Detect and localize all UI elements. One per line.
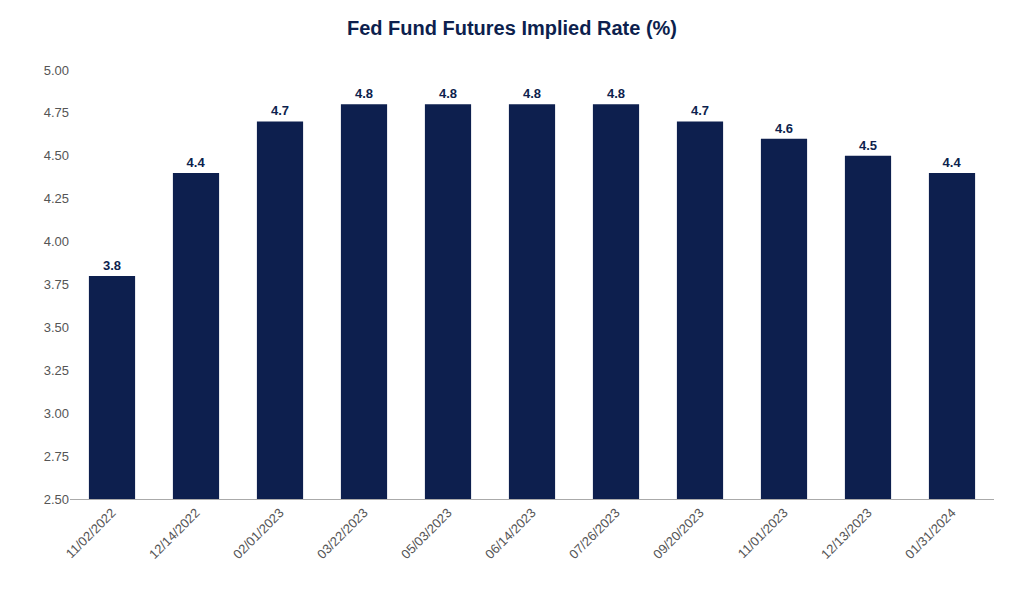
svg-text:12/14/2022: 12/14/2022 bbox=[146, 505, 203, 562]
svg-text:01/31/2024: 01/31/2024 bbox=[902, 505, 959, 562]
svg-text:06/14/2023: 06/14/2023 bbox=[482, 505, 539, 562]
svg-text:3.50: 3.50 bbox=[44, 320, 69, 335]
svg-text:05/03/2023: 05/03/2023 bbox=[398, 505, 455, 562]
svg-text:2.75: 2.75 bbox=[44, 449, 69, 464]
svg-text:4.5: 4.5 bbox=[859, 138, 877, 153]
svg-text:4.25: 4.25 bbox=[44, 191, 69, 206]
svg-text:02/01/2023: 02/01/2023 bbox=[230, 505, 287, 562]
svg-text:11/02/2022: 11/02/2022 bbox=[63, 505, 119, 561]
svg-text:4.7: 4.7 bbox=[271, 103, 289, 118]
svg-text:03/22/2023: 03/22/2023 bbox=[314, 505, 371, 562]
svg-text:4.4: 4.4 bbox=[943, 155, 962, 170]
svg-text:2.50: 2.50 bbox=[44, 492, 69, 507]
svg-text:4.6: 4.6 bbox=[775, 121, 793, 136]
svg-text:4.7: 4.7 bbox=[691, 103, 709, 118]
svg-text:4.00: 4.00 bbox=[44, 234, 69, 249]
svg-text:4.50: 4.50 bbox=[44, 148, 69, 163]
svg-text:09/20/2023: 09/20/2023 bbox=[650, 505, 707, 562]
svg-text:07/26/2023: 07/26/2023 bbox=[566, 505, 623, 562]
svg-text:4.8: 4.8 bbox=[523, 86, 541, 101]
svg-text:4.75: 4.75 bbox=[44, 105, 69, 120]
svg-text:5.00: 5.00 bbox=[44, 63, 69, 78]
svg-text:3.8: 3.8 bbox=[103, 258, 121, 273]
svg-text:4.8: 4.8 bbox=[607, 86, 625, 101]
svg-text:4.8: 4.8 bbox=[355, 86, 373, 101]
svg-text:4.8: 4.8 bbox=[439, 86, 457, 101]
svg-text:3.25: 3.25 bbox=[44, 363, 69, 378]
svg-text:3.75: 3.75 bbox=[44, 277, 69, 292]
svg-text:12/13/2023: 12/13/2023 bbox=[818, 505, 875, 562]
svg-text:Fed Fund Futures Implied Rate: Fed Fund Futures Implied Rate (%) bbox=[347, 17, 677, 39]
svg-text:4.4: 4.4 bbox=[187, 155, 206, 170]
svg-text:11/01/2023: 11/01/2023 bbox=[735, 505, 791, 561]
svg-text:3.00: 3.00 bbox=[44, 406, 69, 421]
